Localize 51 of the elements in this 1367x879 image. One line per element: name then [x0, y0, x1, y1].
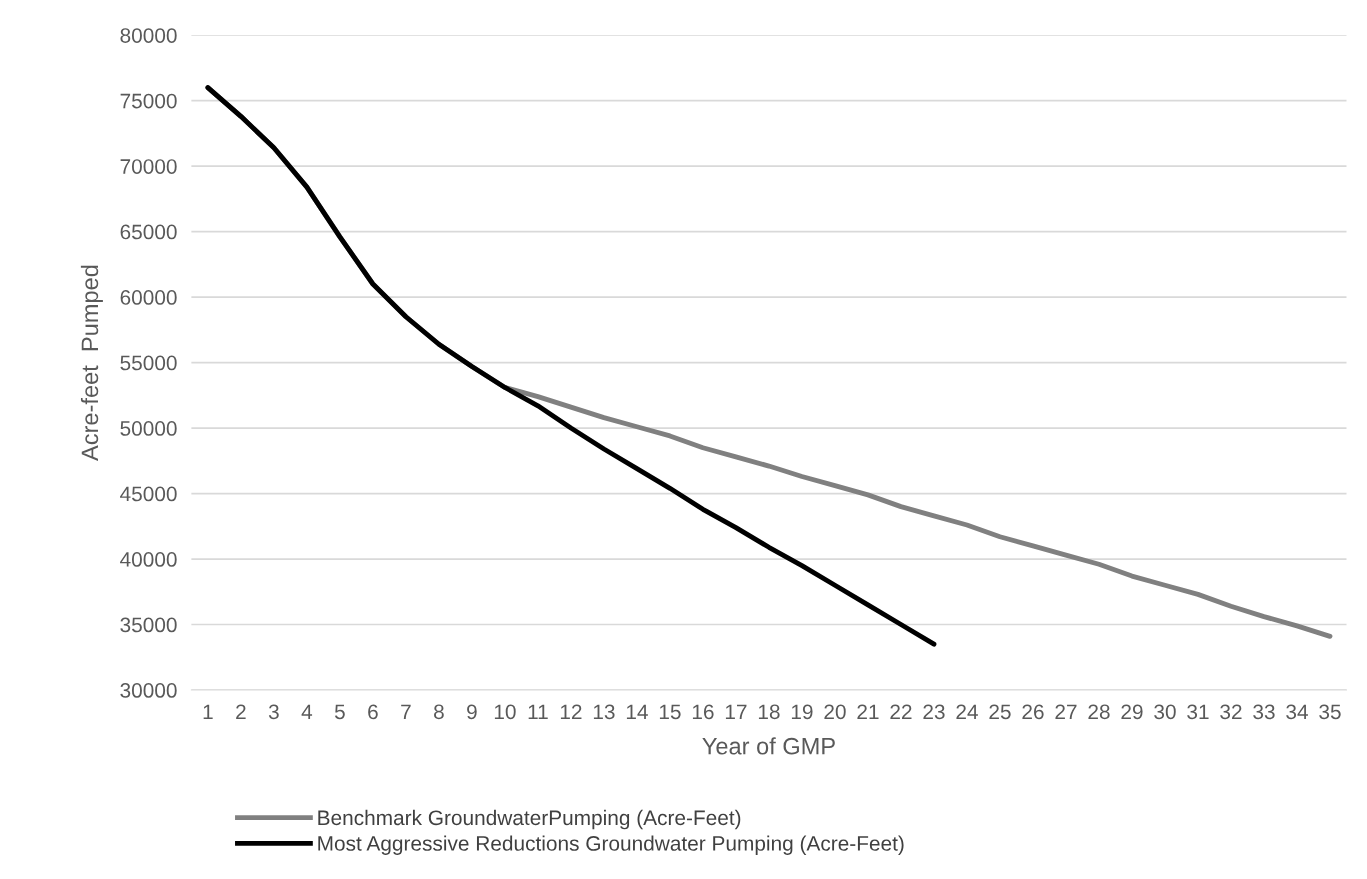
x-tick-label: 22 [890, 704, 912, 719]
x-tick-label: 31 [1187, 704, 1209, 720]
legend-label: Benchmark GroundwaterPumping (Acre-Feet) [318, 809, 741, 830]
y-tick-label: 40000 [120, 552, 177, 567]
x-tick-label: 6 [368, 704, 378, 720]
y-axis-title: Acre-feet Pumped [80, 265, 103, 461]
x-tick-label: 23 [923, 704, 945, 720]
x-tick-label: 10 [494, 704, 516, 720]
x-tick-label: 13 [593, 704, 615, 720]
x-tick-label: 24 [956, 704, 978, 719]
line-series [205, 85, 937, 647]
x-tick-label: 7 [401, 704, 411, 719]
x-tick-label: 21 [857, 704, 879, 719]
y-tick-label: 60000 [120, 290, 177, 305]
x-tick-label: 9 [467, 704, 477, 720]
x-tick-label: 33 [1253, 704, 1275, 720]
y-tick-label: 70000 [120, 159, 177, 174]
x-tick-label: 20 [824, 704, 846, 720]
x-tick-label: 27 [1055, 704, 1077, 719]
x-tick-label: 32 [1220, 704, 1242, 720]
x-tick-label: 29 [1121, 704, 1143, 720]
x-tick-label: 34 [1286, 704, 1308, 720]
x-tick-label: 1 [203, 704, 213, 719]
x-tick-label: 12 [560, 704, 582, 719]
x-tick-label: 30 [1154, 704, 1176, 720]
x-tick-label: 15 [659, 704, 681, 720]
x-tick-label: 25 [989, 704, 1011, 720]
x-tick-label: 14 [626, 704, 648, 719]
y-tick-label: 30000 [120, 683, 177, 698]
x-tick-label: 19 [791, 704, 813, 720]
x-tick-label: 35 [1319, 704, 1341, 720]
y-tick-label: 80000 [120, 28, 177, 43]
x-tick-label: 4 [301, 704, 313, 719]
y-tick-label: 45000 [120, 486, 177, 502]
x-tick-label: 8 [434, 704, 444, 720]
x-tick-label: 28 [1088, 704, 1110, 720]
legend-label: Most Aggressive Reductions Groundwater Pumping (Acre-Feet) [318, 835, 904, 855]
x-axis-title: Year of GMP [702, 737, 835, 755]
y-tick-label: 35000 [120, 617, 177, 633]
y-tick-label: 55000 [120, 355, 177, 371]
x-tick-label: 11 [528, 704, 548, 719]
x-tick-label: 5 [334, 704, 345, 720]
x-tick-label: 18 [758, 704, 780, 720]
x-tick-label: 26 [1022, 704, 1044, 720]
y-tick-label: 50000 [120, 421, 177, 436]
x-tick-label: 17 [725, 704, 747, 719]
x-tick-label: 2 [236, 704, 246, 719]
y-tick-label: 65000 [120, 224, 177, 240]
y-tick-label: 75000 [120, 93, 177, 109]
x-tick-label: 16 [692, 704, 714, 720]
x-tick-label: 3 [268, 704, 279, 720]
